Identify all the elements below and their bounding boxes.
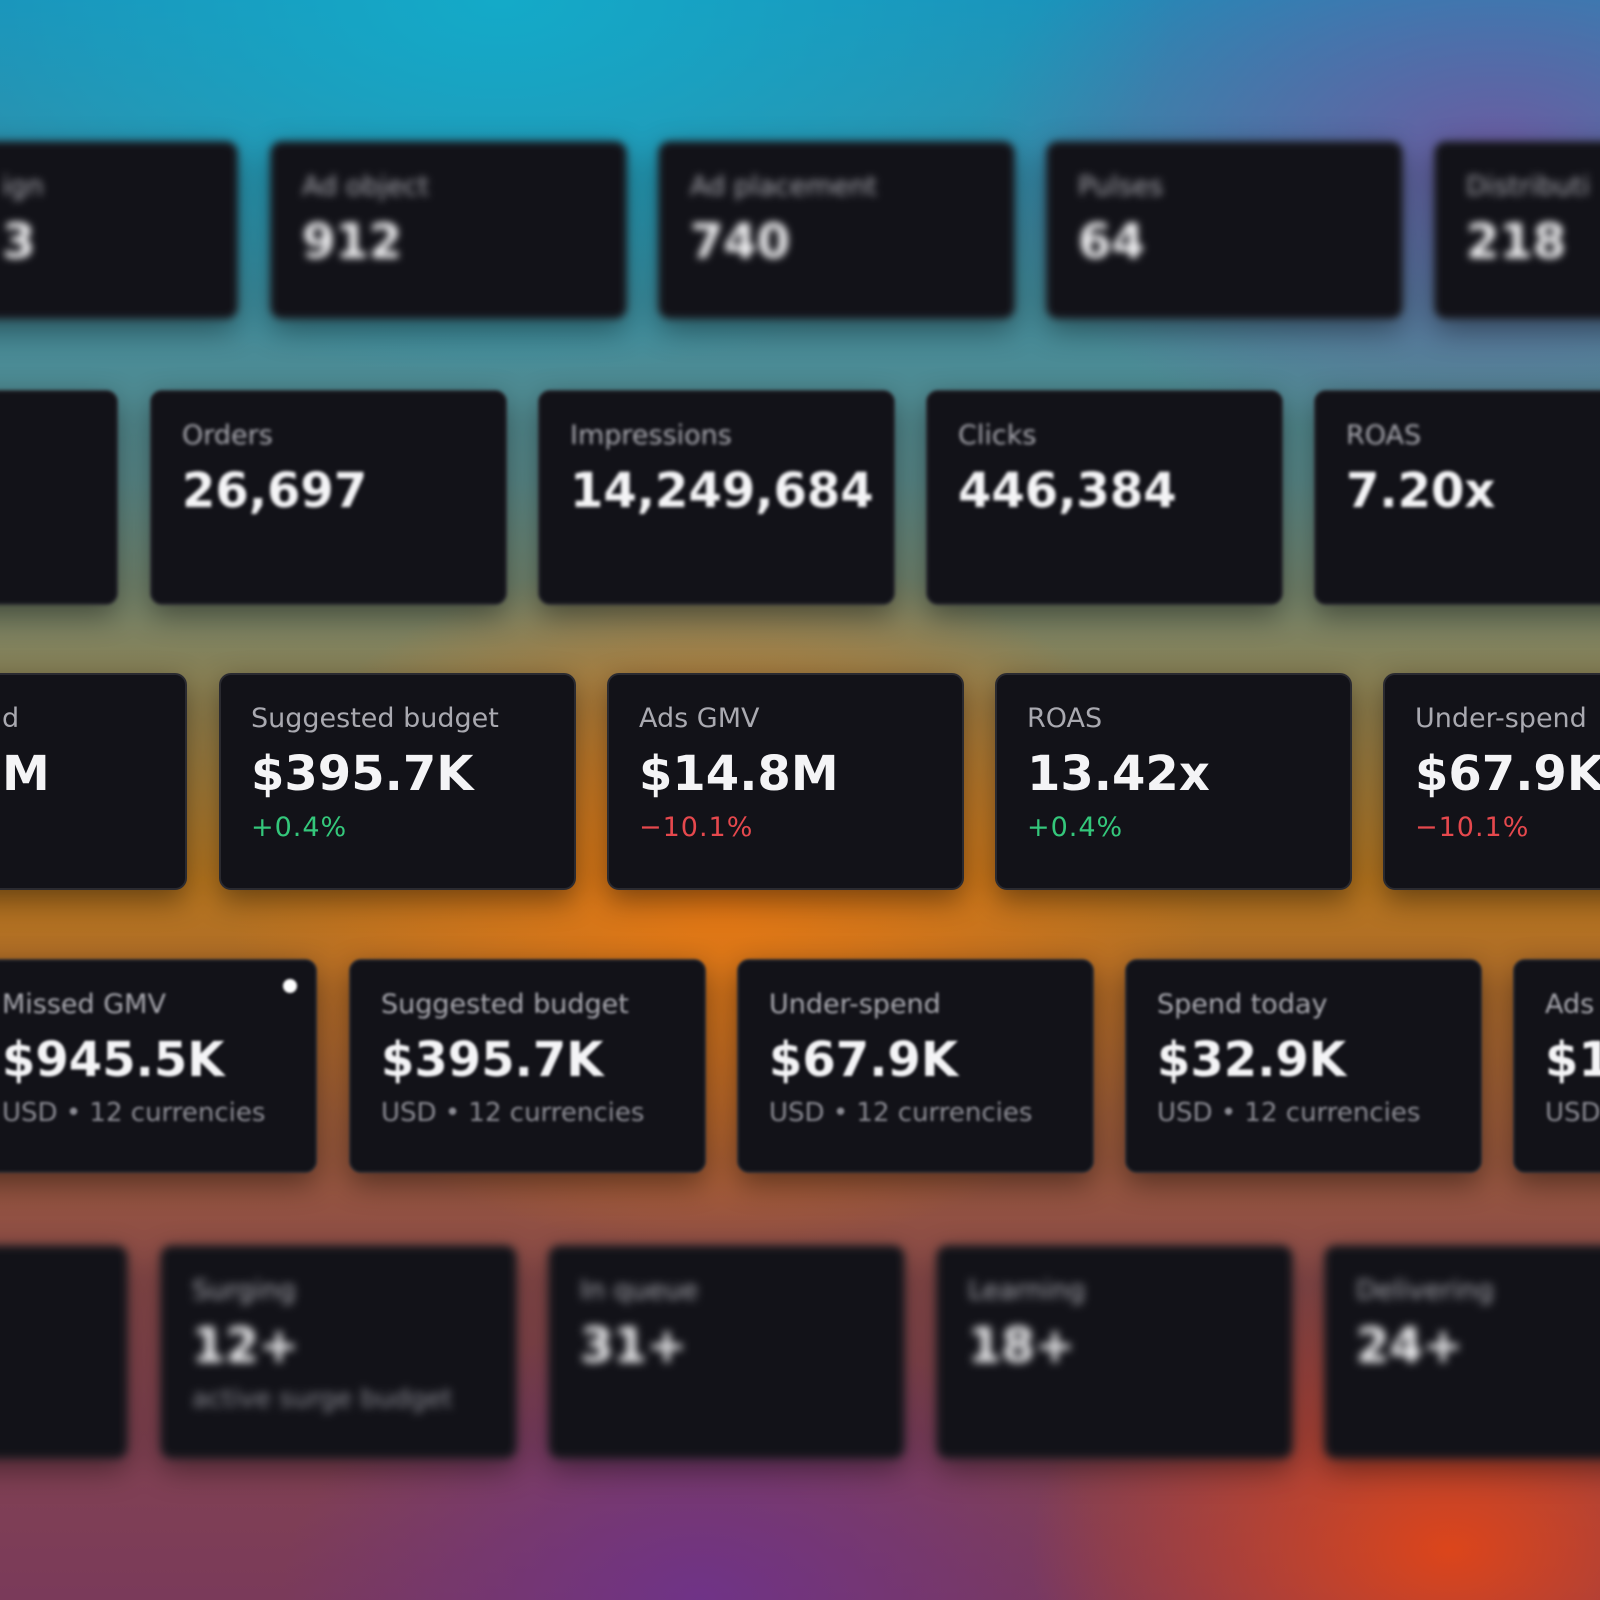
card-subtext: USD • 12 currencies xyxy=(769,1098,1033,1128)
card-label: Suggested budget xyxy=(251,703,499,734)
metric-card: Ads GMV $14.8M −10.1% xyxy=(607,673,964,890)
card-value: 31+ xyxy=(580,1318,688,1374)
card-value: $395.7K xyxy=(251,746,474,802)
card-value: 7.20x xyxy=(1346,463,1496,519)
card-label: Learning xyxy=(968,1275,1086,1306)
card-value: 13.42x xyxy=(1027,746,1210,802)
card-value: M xyxy=(2,746,50,802)
card-label: Clicks xyxy=(958,420,1037,451)
metric-card: Delivering 24+ xyxy=(1324,1245,1600,1459)
card-subtext: USD xyxy=(1545,1098,1600,1128)
card-label: Delivering xyxy=(1356,1275,1494,1306)
card-delta: +0.4% xyxy=(251,812,348,843)
metric-card: Ads $1 USD xyxy=(1513,959,1600,1173)
metric-card: Under-spend $67.9K USD • 12 currencies xyxy=(737,959,1094,1173)
card-label: ROAS xyxy=(1027,703,1103,734)
card-value: $67.9K xyxy=(1415,746,1600,802)
metric-card: Pulses 64 xyxy=(1046,141,1403,319)
card-subtext: USD • 12 currencies xyxy=(1157,1098,1421,1128)
card-label: Suggested budget xyxy=(381,989,629,1020)
card-delta: +0.4% xyxy=(1027,812,1124,843)
card-label: Distributi xyxy=(1466,171,1590,202)
card-value: $67.9K xyxy=(769,1032,959,1088)
metric-card: Learning 18+ xyxy=(936,1245,1293,1459)
card-label: Missed GMV xyxy=(2,989,166,1020)
card-label: Pulses xyxy=(1078,171,1164,202)
card-label: In queue xyxy=(580,1275,699,1306)
metric-card: Distributi 218 xyxy=(1434,141,1600,319)
card-value: $1 xyxy=(1545,1032,1600,1088)
metric-card xyxy=(0,390,118,605)
card-row: ign 3 Ad object 912 Ad placement 740 Pulses 64 D… xyxy=(0,141,1600,319)
card-value: 24+ xyxy=(1356,1318,1464,1374)
card-value: 12+ xyxy=(192,1318,300,1374)
card-label: Impressions xyxy=(570,420,732,451)
card-label: Surging xyxy=(192,1275,296,1306)
card-row: Orders 26,697 Impressions 14,249,684 Clicks 4… xyxy=(0,390,1600,605)
metric-card xyxy=(0,1245,128,1459)
card-label: Under-spend xyxy=(1415,703,1587,734)
metric-card: Suggested budget $395.7K USD • 12 currenci… xyxy=(349,959,706,1173)
metric-card: Suggested budget $395.7K +0.4% xyxy=(219,673,576,890)
card-subtext: active surge budget xyxy=(192,1384,453,1414)
metric-card: Ad placement 740 xyxy=(658,141,1015,319)
card-label: Ads xyxy=(1545,989,1595,1020)
card-value: 446,384 xyxy=(958,463,1177,519)
card-value: $32.9K xyxy=(1157,1032,1347,1088)
card-value: 218 xyxy=(1466,214,1567,270)
card-label: ign xyxy=(2,171,44,202)
metric-card: In queue 31+ xyxy=(548,1245,905,1459)
card-value: 26,697 xyxy=(182,463,368,519)
card-label: Ad object xyxy=(302,171,429,202)
card-label: Orders xyxy=(182,420,273,451)
metric-card: ROAS 13.42x +0.4% xyxy=(995,673,1352,890)
card-label: Spend today xyxy=(1157,989,1328,1020)
metric-card: Spend today $32.9K USD • 12 currencies xyxy=(1125,959,1482,1173)
metric-card: Impressions 14,249,684 xyxy=(538,390,895,605)
card-value: $395.7K xyxy=(381,1032,604,1088)
card-subtext: USD • 12 currencies xyxy=(2,1098,266,1128)
metric-card: Orders 26,697 xyxy=(150,390,507,605)
card-subtext: USD • 12 currencies xyxy=(381,1098,645,1128)
card-delta: −10.1% xyxy=(1415,812,1530,843)
metric-card: Ad object 912 xyxy=(270,141,627,319)
card-value: $945.5K xyxy=(2,1032,225,1088)
status-dot xyxy=(283,979,297,993)
metric-card: Missed GMV $945.5K USD • 12 currencies xyxy=(0,959,317,1173)
card-value: $14.8M xyxy=(639,746,839,802)
card-value: 912 xyxy=(302,214,403,270)
card-row: Missed GMV $945.5K USD • 12 currencies Sugg… xyxy=(0,959,1600,1173)
card-value: 14,249,684 xyxy=(570,463,874,519)
card-row: Surging 12+ active surge budget In queue 31+… xyxy=(0,1245,1600,1459)
card-value: 18+ xyxy=(968,1318,1076,1374)
card-value: 740 xyxy=(690,214,791,270)
card-label: ROAS xyxy=(1346,420,1422,451)
card-value: 64 xyxy=(1078,214,1145,270)
card-value: 3 xyxy=(2,214,36,270)
metric-card: ign 3 xyxy=(0,141,238,319)
card-delta: −10.1% xyxy=(639,812,754,843)
metric-card: Under-spend $67.9K −10.1% xyxy=(1383,673,1600,890)
card-label: Under-spend xyxy=(769,989,941,1020)
metric-card: ROAS 7.20x xyxy=(1314,390,1600,605)
card-label: Ad placement xyxy=(690,171,877,202)
card-label: Ads GMV xyxy=(639,703,760,734)
metric-card: Surging 12+ active surge budget xyxy=(160,1245,517,1459)
card-label: d xyxy=(2,703,20,734)
metric-card: Clicks 446,384 xyxy=(926,390,1283,605)
card-row: d M Suggested budget $395.7K +0.4% Ads GMV $14… xyxy=(0,673,1600,890)
